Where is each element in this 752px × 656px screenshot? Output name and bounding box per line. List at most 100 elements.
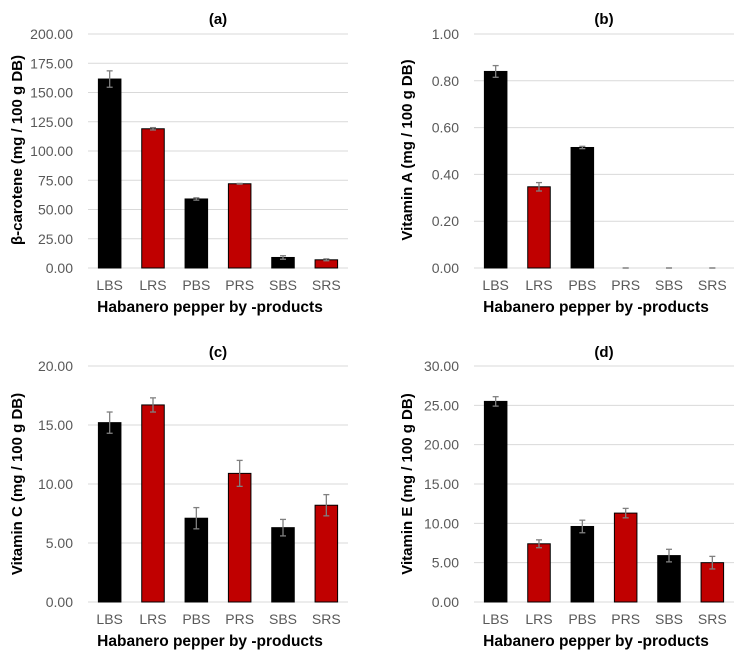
error-bar: [666, 548, 672, 563]
bar-lbs: [97, 78, 122, 269]
x-tick-label: SRS: [698, 611, 727, 627]
y-tick-label: 75.00: [38, 172, 73, 188]
bar-lrs: [527, 186, 551, 269]
x-tick-label: LRS: [139, 277, 166, 293]
y-tick-label: 15.00: [424, 476, 459, 492]
y-tick-label: 10.00: [424, 515, 459, 531]
x-tick-label: SRS: [312, 277, 341, 293]
x-axis-label: Habanero pepper by -products: [483, 299, 709, 316]
x-tick-label: PBS: [568, 277, 596, 293]
x-tick-label: PRS: [225, 277, 254, 293]
x-tick-label: SBS: [655, 277, 683, 293]
error-bar: [193, 197, 200, 201]
bar-pbs: [184, 198, 209, 269]
y-tick-label: 15.00: [38, 417, 73, 433]
y-tick-label: 0.00: [432, 594, 459, 610]
y-tick-label: 20.00: [424, 437, 459, 453]
y-tick-label: 25.00: [424, 397, 459, 413]
y-tick-label: 100.00: [30, 143, 73, 159]
error-bar: [280, 518, 286, 537]
x-tick-label: LBS: [482, 611, 508, 627]
x-tick-label: SBS: [655, 611, 683, 627]
x-tick-label: PRS: [611, 611, 640, 627]
y-tick-label: 0.60: [432, 120, 459, 136]
y-tick-label: 20.00: [38, 358, 73, 374]
error-bar: [280, 255, 286, 260]
x-tick-label: LBS: [96, 277, 122, 293]
y-tick-label: 1.00: [432, 26, 459, 42]
error-bar: [492, 396, 499, 407]
error-bar: [579, 145, 586, 150]
error-bar: [709, 555, 716, 570]
x-tick-label: LBS: [482, 277, 508, 293]
chart-panel-0: 0.00 25.00 50.00 75.00 100.00 125.00 150.00 175…: [9, 11, 348, 316]
y-tick-label: 5.00: [432, 555, 459, 571]
error-bar: [150, 397, 156, 413]
bar-lbs: [483, 400, 508, 603]
bar-lbs: [483, 70, 508, 269]
x-tick-label: PBS: [568, 611, 596, 627]
x-tick-label: SRS: [312, 611, 341, 627]
y-axis-label: β-carotene (mg / 100 g DB): [9, 55, 26, 245]
y-tick-label: 10.00: [38, 476, 73, 492]
y-tick-label: 0.80: [432, 73, 459, 89]
error-bar: [492, 64, 499, 78]
x-tick-label: LRS: [525, 277, 552, 293]
bar-lrs: [527, 543, 551, 603]
x-tick-label: SBS: [269, 277, 297, 293]
error-bar: [323, 493, 330, 517]
x-tick-label: PBS: [182, 611, 210, 627]
x-tick-label: SRS: [698, 277, 727, 293]
error-bar: [106, 70, 113, 88]
y-tick-label: 25.00: [38, 231, 73, 247]
chart-title: (a): [209, 11, 227, 28]
y-tick-label: 50.00: [38, 202, 73, 218]
chart-title: (d): [594, 344, 613, 361]
error-bar: [579, 519, 586, 534]
chart-title: (c): [209, 344, 227, 361]
y-tick-label: 0.00: [432, 260, 459, 276]
chart-panel-2: 0.00 5.00 10.00 15.00 20.00 LBS LRS PBS PRS SBS SR…: [9, 344, 348, 650]
x-tick-label: LBS: [96, 611, 122, 627]
bar-prs: [613, 512, 638, 603]
error-bar: [536, 539, 542, 549]
error-bar: [236, 459, 243, 488]
y-tick-label: 0.00: [46, 594, 73, 610]
y-tick-label: 175.00: [30, 55, 73, 71]
error-bar: [323, 258, 330, 262]
bar-lrs: [141, 404, 165, 603]
bar-prs: [227, 472, 252, 603]
y-tick-label: 150.00: [30, 85, 73, 101]
bar-pbs: [570, 525, 595, 603]
y-tick-label: 0.00: [46, 260, 73, 276]
bar-sbs: [271, 527, 295, 603]
error-bar: [236, 182, 243, 185]
error-bar: [106, 411, 113, 434]
error-bar: [193, 506, 200, 530]
y-tick-label: 200.00: [30, 26, 73, 42]
chart-panel-3: 0.00 5.00 10.00 15.00 20.00 25.00 30.00 LBS LRS P…: [399, 344, 734, 650]
x-tick-label: LRS: [525, 611, 552, 627]
bar-pbs: [570, 146, 595, 269]
x-axis-label: Habanero pepper by -products: [97, 299, 323, 316]
y-tick-label: 125.00: [30, 114, 73, 130]
x-tick-label: LRS: [139, 611, 166, 627]
y-tick-label: 30.00: [424, 358, 459, 374]
chart-title: (b): [594, 11, 613, 28]
error-bar: [622, 507, 629, 519]
x-tick-label: PBS: [182, 277, 210, 293]
bar-lrs: [141, 128, 165, 269]
x-tick-label: SBS: [269, 611, 297, 627]
y-tick-label: 0.40: [432, 166, 459, 182]
chart-panel-1: 0.00 0.20 0.40 0.60 0.80 1.00 LBS LRS PBS PRS SBS S…: [399, 11, 734, 316]
y-axis-label: Vitamin A (mg / 100 g DB): [399, 59, 416, 240]
bar-prs: [227, 183, 252, 269]
error-bar: [536, 181, 542, 192]
x-tick-label: PRS: [611, 277, 640, 293]
y-tick-label: 0.20: [432, 213, 459, 229]
bar-pbs: [184, 517, 209, 603]
error-bar: [150, 126, 156, 131]
x-axis-label: Habanero pepper by -products: [483, 633, 709, 650]
x-tick-label: PRS: [225, 611, 254, 627]
y-axis-label: Vitamin E (mg / 100 g DB): [399, 393, 416, 574]
